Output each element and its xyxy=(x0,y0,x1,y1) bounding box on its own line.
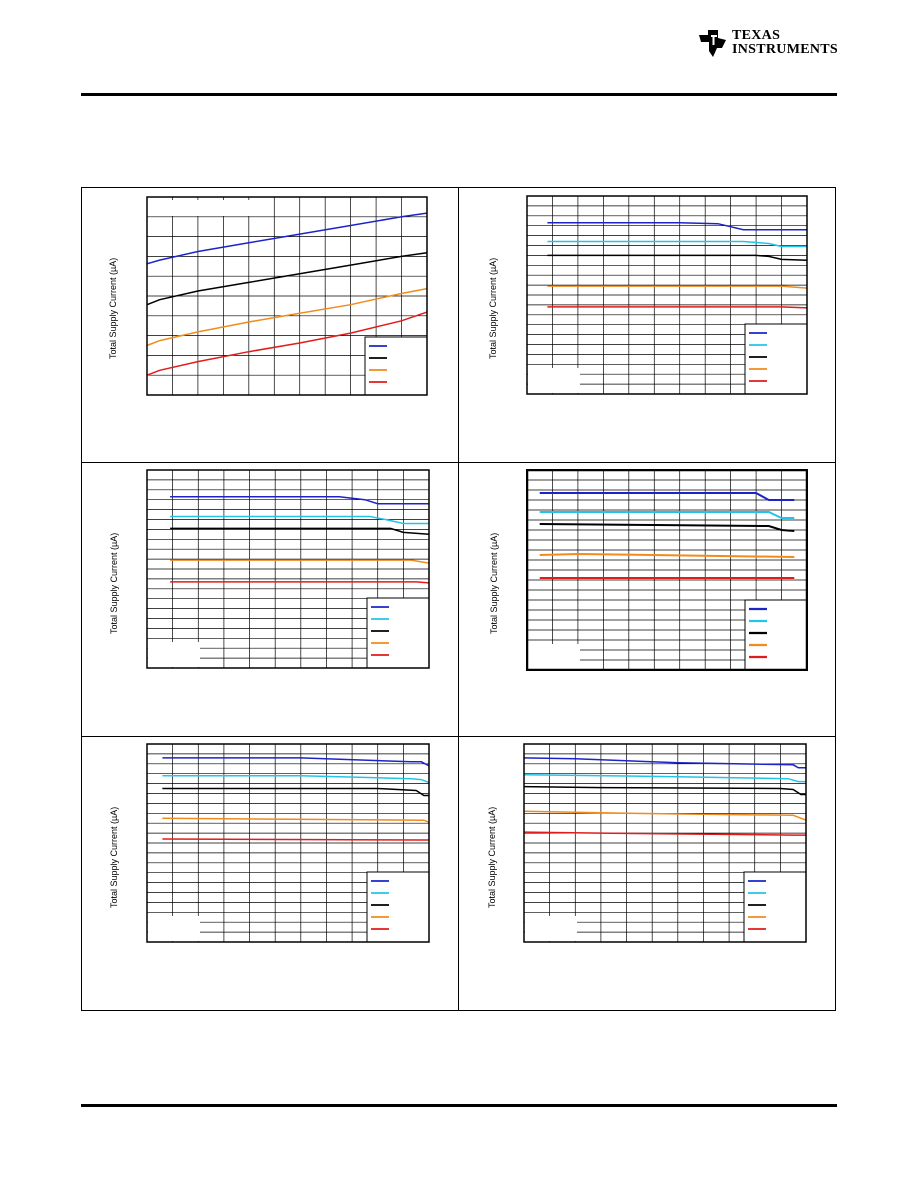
conditions-box xyxy=(148,916,200,941)
conditions-box xyxy=(148,642,200,667)
series-line-4 xyxy=(539,552,795,558)
series-line-1 xyxy=(146,212,428,265)
series-line-2 xyxy=(523,773,806,783)
footer-rule xyxy=(81,1104,837,1107)
logo-line-2: INSTRUMENTS xyxy=(732,42,838,57)
series-line-1 xyxy=(523,757,806,769)
series-line-1 xyxy=(539,492,795,501)
series-line-3 xyxy=(539,523,795,532)
legend-box xyxy=(366,871,430,943)
y-axis-label-6: Total Supply Current (µA) xyxy=(487,806,497,908)
series-line-5 xyxy=(162,838,429,841)
series-line-3 xyxy=(170,527,430,536)
series-line-5 xyxy=(523,831,806,836)
chart-legend xyxy=(366,871,430,943)
series-line-3 xyxy=(523,785,806,796)
conditions-box xyxy=(150,200,265,216)
chart-panel-6 xyxy=(523,743,807,943)
series-line-4 xyxy=(547,285,808,289)
series-line-2 xyxy=(146,251,428,306)
series-line-3 xyxy=(162,787,429,797)
series-line-3 xyxy=(547,254,808,262)
chart-legend xyxy=(744,599,808,671)
series-line-4 xyxy=(162,817,430,823)
plot-frame xyxy=(146,469,430,669)
conditions-box xyxy=(528,368,580,393)
ti-logo: TEXAS INSTRUMENTS xyxy=(696,26,838,60)
header-rule xyxy=(81,93,837,96)
y-axis-label-4: Total Supply Current (µA) xyxy=(489,532,499,634)
figure-grid-column-divider xyxy=(458,187,459,1011)
y-axis-label-1: Total Supply Current (µA) xyxy=(108,257,118,359)
plot-frame xyxy=(523,743,807,943)
series-line-5 xyxy=(170,581,430,584)
y-axis-label-2: Total Supply Current (µA) xyxy=(488,257,498,359)
chart-panel-2 xyxy=(526,195,808,395)
legend-box xyxy=(744,599,808,671)
series-line-2 xyxy=(170,515,429,525)
legend-box xyxy=(366,597,430,669)
ti-logo-icon xyxy=(699,30,726,57)
y-axis-label-5: Total Supply Current (µA) xyxy=(109,806,119,908)
chart-panel-5 xyxy=(146,743,430,943)
series-line-4 xyxy=(146,311,428,376)
chart-legend xyxy=(364,336,428,396)
chart-panel-4 xyxy=(526,469,808,671)
series-line-1 xyxy=(170,495,429,505)
series-line-2 xyxy=(539,511,795,519)
legend-box xyxy=(743,871,807,943)
conditions-box xyxy=(525,916,577,941)
series-line-4 xyxy=(523,810,807,821)
plot-frame xyxy=(146,196,428,396)
plot-frame xyxy=(146,743,430,943)
series-line-4 xyxy=(170,559,430,564)
chart-panel-3 xyxy=(146,469,430,669)
chart-legend xyxy=(744,323,808,395)
series-line-3 xyxy=(146,287,428,347)
series-line-2 xyxy=(547,240,807,248)
logo-line-1: TEXAS xyxy=(732,28,781,43)
plot-frame xyxy=(526,195,808,395)
series-line-2 xyxy=(162,774,430,784)
figure-grid-row-divider-1 xyxy=(81,462,836,463)
series-line-1 xyxy=(547,221,807,231)
legend-box xyxy=(744,323,808,395)
series-line-1 xyxy=(162,757,430,767)
series-line-5 xyxy=(547,306,808,309)
chart-legend xyxy=(366,597,430,669)
chart-panel-1 xyxy=(146,196,428,396)
chart-legend xyxy=(743,871,807,943)
conditions-box xyxy=(528,644,580,669)
plot-frame xyxy=(526,469,808,671)
y-axis-label-3: Total Supply Current (µA) xyxy=(109,532,119,634)
figure-grid-row-divider-2 xyxy=(81,736,836,737)
